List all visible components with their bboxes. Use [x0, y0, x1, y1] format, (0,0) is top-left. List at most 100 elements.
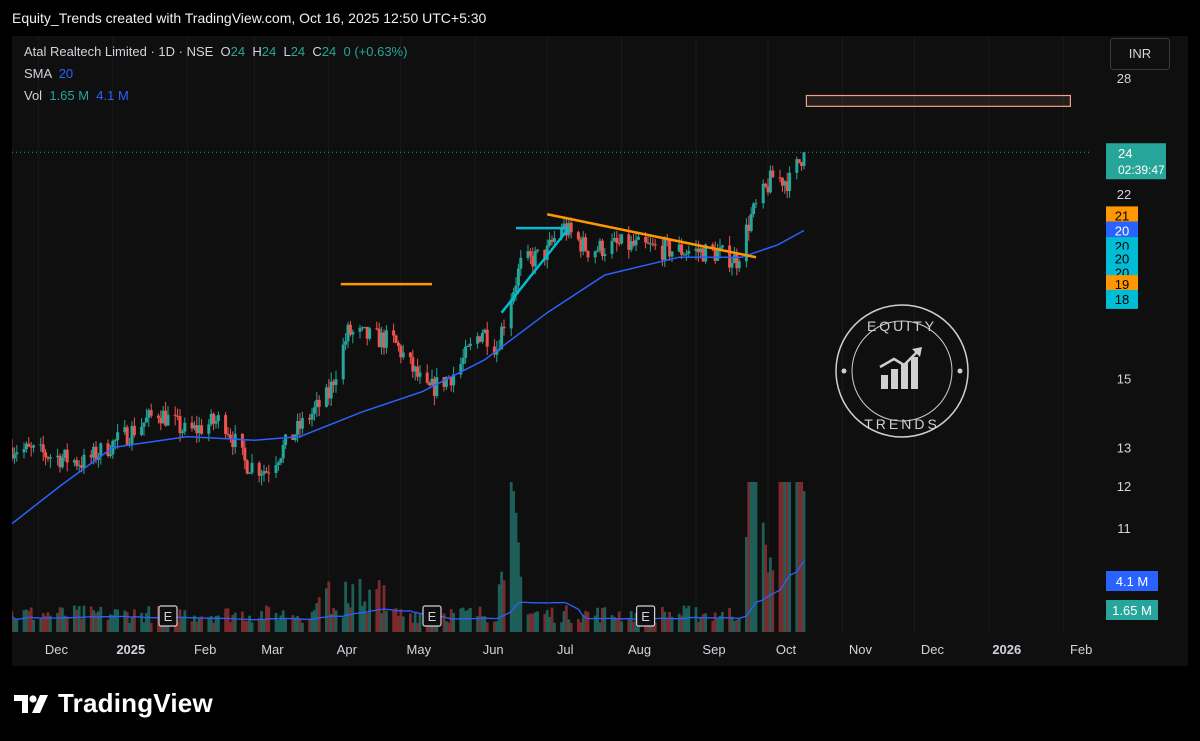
candle-body [125, 427, 129, 446]
candle-body [324, 387, 328, 407]
candle-body [766, 186, 770, 193]
candle-body [260, 474, 264, 476]
volume-bar [308, 619, 311, 632]
candle-body [526, 251, 530, 258]
candle-body [485, 329, 489, 347]
volume-bar [795, 482, 799, 632]
volume-bar [392, 609, 395, 632]
candle-body [240, 433, 244, 448]
candle-body [442, 377, 446, 387]
volume-bar [149, 622, 153, 632]
volume-bar [598, 622, 602, 632]
volume-bar [680, 615, 683, 632]
volume-bar [94, 612, 98, 632]
volume-bar [800, 482, 803, 632]
candle-body [39, 444, 43, 446]
candle-body [77, 465, 81, 467]
legend-sma-line[interactable]: SMA 20 [24, 66, 73, 81]
candle-body [200, 425, 204, 434]
currency-button[interactable]: INR [1110, 38, 1170, 70]
volume-bar [351, 584, 355, 632]
candle-body [615, 238, 619, 243]
volume-bar [495, 621, 499, 632]
candle-body [579, 239, 583, 252]
volume-bar [195, 621, 199, 632]
volume-bar [41, 613, 45, 632]
volume-bar [728, 607, 731, 632]
volume-bar [500, 571, 503, 632]
volume-bar [442, 613, 446, 632]
volume-bar [737, 618, 741, 632]
volume-bar [176, 622, 179, 632]
volume-bar [413, 612, 417, 632]
volume-bar [701, 613, 705, 632]
chart-frame[interactable]: EQUITY TRENDS E E E 28 22 15 13 12 11 24 02:39:47 21 2… [12, 36, 1188, 666]
volume-bar [745, 537, 748, 632]
legend-symbol-line[interactable]: Atal Realtech Limited · 1D · NSE O24 H24… [24, 44, 407, 59]
x-axis-tick-label: Dec [45, 642, 69, 657]
candle-body [250, 462, 254, 473]
candle-body [500, 326, 504, 350]
volume-bar [197, 617, 201, 632]
volume-bar [257, 618, 261, 632]
volume-bar [32, 619, 35, 632]
candle-body [264, 471, 268, 473]
legend-volume-line[interactable]: Vol 1.65 M 4.1 M [24, 88, 129, 103]
candle-body [22, 449, 26, 453]
candle-body [752, 203, 756, 215]
candle-body [296, 421, 300, 435]
candle-body [380, 332, 384, 348]
price-scale-badge [1106, 206, 1138, 226]
candle-body [166, 414, 170, 426]
candle-body [72, 460, 76, 463]
watermark-text-bottom: TRENDS [864, 416, 940, 432]
volume-bar [478, 606, 482, 632]
candle-body [348, 324, 352, 335]
volume-sma-line [12, 560, 805, 621]
volume-bar [481, 616, 484, 632]
volume-bar [452, 612, 455, 632]
candle-body [116, 432, 120, 441]
volume-bar [394, 608, 398, 632]
legend-symbol[interactable]: Atal Realtech Limited · 1D · NSE [24, 44, 214, 59]
candle-body [644, 237, 648, 243]
candle-body [612, 238, 616, 241]
candle-body [476, 336, 480, 344]
volume-bar [514, 512, 518, 632]
candle-body [209, 413, 213, 425]
volume-bar [183, 610, 187, 632]
volume-bar [687, 605, 691, 632]
watermark-bar [891, 369, 898, 389]
volume-bar [325, 588, 328, 632]
candle-body [161, 410, 165, 424]
volume-bar [644, 622, 647, 632]
candle-body [130, 425, 134, 444]
candle-body [82, 454, 86, 468]
candle-body [262, 471, 266, 475]
x-axis-tick-label: Nov [849, 642, 873, 657]
price-scale-badge-label: 20 [1115, 224, 1129, 239]
price-scale-badge [1106, 289, 1138, 309]
candle-body [212, 413, 216, 424]
volume-bar [493, 621, 496, 632]
volume-bar [781, 482, 784, 632]
tradingview-logo[interactable]: TradingView [14, 688, 213, 719]
candle-body [99, 443, 103, 457]
volume-bar [617, 611, 621, 632]
candle-body [468, 343, 472, 346]
volume-bar [277, 620, 280, 632]
x-axis-tick-label: Apr [337, 642, 358, 657]
candle-body [80, 465, 84, 468]
volume-bar [12, 611, 14, 632]
volume-bar [125, 611, 129, 632]
candle-body [418, 372, 422, 377]
volume-bar [548, 616, 551, 632]
candle-body [732, 254, 736, 264]
candle-body [228, 434, 232, 439]
candle-body [341, 344, 345, 380]
volume-bar [233, 612, 237, 632]
volume-bar [193, 615, 196, 632]
candle-body [509, 301, 513, 329]
candle-body [653, 244, 657, 246]
